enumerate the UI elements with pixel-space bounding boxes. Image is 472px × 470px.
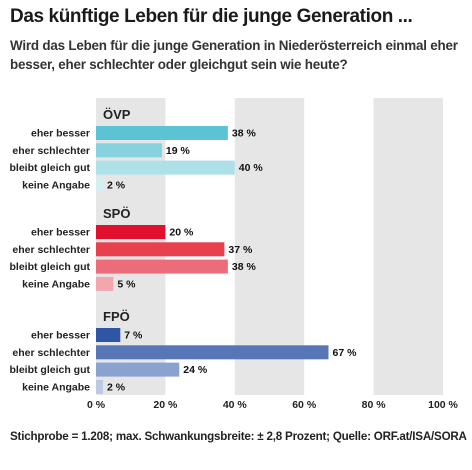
data-label: 2 % (107, 381, 126, 393)
bar (96, 177, 103, 192)
chart-subtitle: Wird das Leben für die junge Generation … (10, 38, 458, 72)
bar (96, 328, 121, 342)
chart-title: Das künftige Leben für die junge Generat… (10, 6, 413, 27)
data-label: 20 % (169, 227, 194, 239)
bar (96, 225, 166, 239)
source-footnote: Stichprobe = 1.208; max. Schwankungsbrei… (10, 430, 467, 443)
grid-band (373, 98, 443, 395)
category-label: bleibt gleich gut (10, 162, 91, 174)
x-tick-label: 0 % (87, 399, 106, 411)
bar (96, 126, 228, 140)
x-tick-label: 40 % (223, 399, 248, 411)
bar (96, 379, 103, 394)
bar (96, 242, 225, 257)
data-label: 19 % (166, 145, 191, 157)
group-label: ÖVP (103, 107, 131, 122)
data-label: 5 % (117, 278, 136, 290)
category-label: bleibt gleich gut (10, 261, 91, 273)
category-label: eher besser (31, 227, 90, 239)
bar (96, 276, 114, 291)
category-label: keine Angabe (22, 381, 90, 393)
bar (96, 160, 235, 175)
bar (96, 143, 162, 158)
data-label: 38 % (232, 128, 257, 140)
category-label: keine Angabe (22, 179, 90, 191)
x-tick-label: 20 % (153, 399, 178, 411)
data-label: 7 % (124, 330, 143, 342)
data-label: 67 % (332, 347, 357, 359)
x-tick-label: 60 % (292, 399, 317, 411)
data-label: 37 % (228, 244, 253, 256)
category-label: eher besser (31, 128, 90, 140)
group-label: SPÖ (103, 206, 130, 221)
x-tick-label: 80 % (362, 399, 387, 411)
data-label: 24 % (183, 364, 208, 376)
bar (96, 259, 228, 274)
data-label: 38 % (232, 261, 257, 273)
x-tick-label: 100 % (428, 399, 458, 411)
category-label: eher schlechter (12, 244, 90, 256)
category-label: eher besser (31, 330, 90, 342)
data-label: 2 % (107, 179, 126, 191)
category-label: bleibt gleich gut (10, 364, 91, 376)
data-label: 40 % (239, 162, 264, 174)
category-label: eher schlechter (12, 347, 90, 359)
category-label: keine Angabe (22, 278, 90, 290)
bar (96, 362, 180, 377)
group-label: FPÖ (103, 309, 130, 324)
category-label: eher schlechter (12, 145, 90, 157)
bar (96, 345, 329, 360)
